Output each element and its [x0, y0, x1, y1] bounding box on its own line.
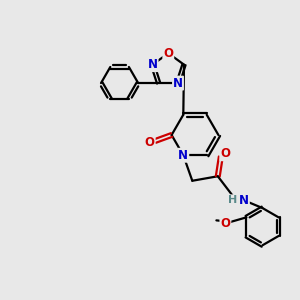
Text: O: O — [163, 47, 173, 60]
Text: O: O — [145, 136, 155, 149]
Text: O: O — [220, 217, 230, 230]
Text: N: N — [178, 149, 188, 162]
Text: N: N — [148, 58, 158, 71]
Text: H: H — [228, 195, 237, 205]
Text: N: N — [239, 194, 249, 207]
Text: O: O — [220, 147, 230, 160]
Text: N: N — [173, 76, 183, 90]
